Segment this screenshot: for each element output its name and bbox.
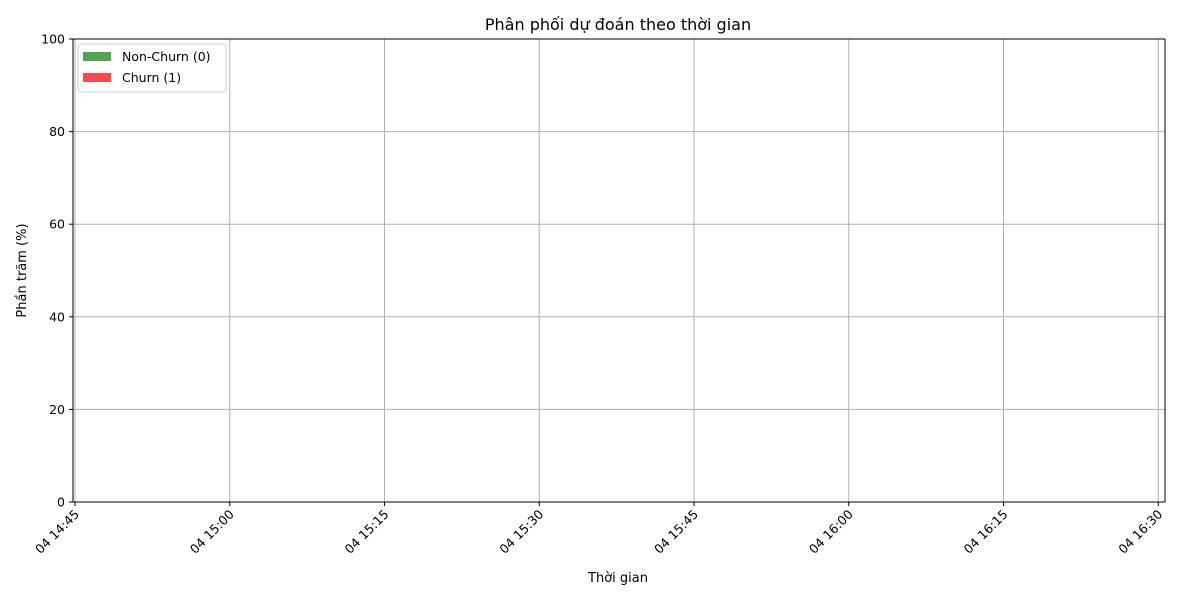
y-tick-label: 0 xyxy=(57,495,65,510)
grid-lines xyxy=(73,38,1165,503)
y-axis: 0 20 40 60 80 100 xyxy=(41,32,73,510)
legend-entry-label: Churn (1) xyxy=(122,70,181,85)
x-axis-label: Thời gian xyxy=(587,571,648,586)
chart-title: Phân phối dự đoán theo thời gian xyxy=(485,15,751,34)
y-tick-label: 40 xyxy=(49,309,65,324)
legend-swatch xyxy=(83,52,111,61)
y-tick-label: 100 xyxy=(41,32,65,47)
plot-frame xyxy=(72,38,1166,503)
legend-swatch xyxy=(83,73,111,82)
legend: Non-Churn (0) Churn (1) xyxy=(77,43,227,93)
legend-entry-label: Non-Churn (0) xyxy=(122,49,211,64)
y-tick-label: 80 xyxy=(49,124,65,139)
y-axis-label: Phần trăm (%) xyxy=(15,223,30,317)
y-tick-label: 60 xyxy=(49,217,65,232)
y-tick-label: 20 xyxy=(49,402,65,417)
legend-frame xyxy=(77,43,227,93)
